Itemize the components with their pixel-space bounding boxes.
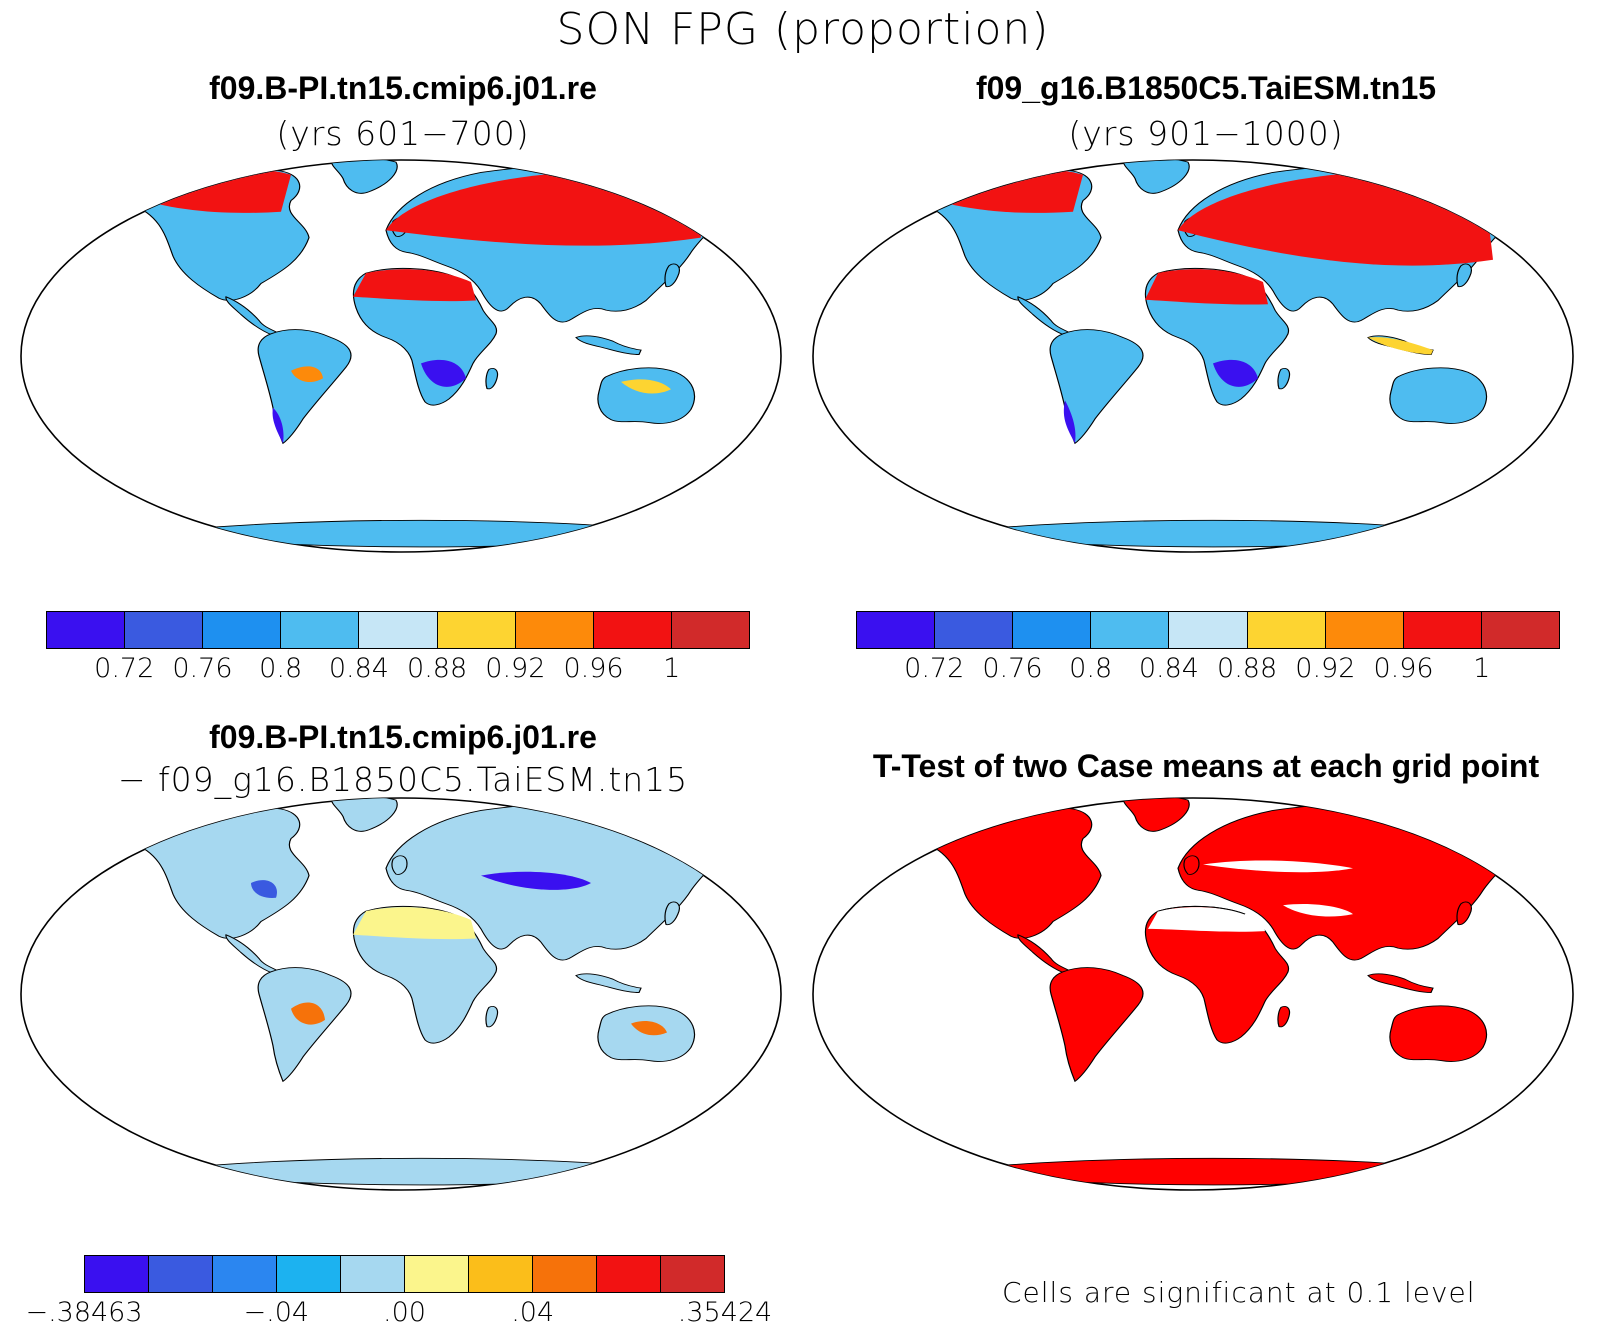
panel-title-bottom-right: T-Test of two Case means at each grid po…: [872, 748, 1540, 784]
colorbar-tick-label: 0.84: [1138, 653, 1199, 684]
colorbar-swatch: [1091, 612, 1170, 648]
colorbar-bottom-left-labels: −.38463 −.04 .00 .04 .35424: [25, 1297, 772, 1328]
colorbar-top-left: [46, 611, 750, 649]
colorbar-top-left-labels: 0.72 0.76 0.8 0.84 0.88 0.92 0.96 1: [46, 653, 750, 687]
colorbar-tick-label: .35424: [677, 1297, 773, 1328]
colorbar-swatch: [125, 612, 204, 648]
colorbar-swatch: [47, 612, 126, 648]
figure-title: SON FPG (proportion): [556, 4, 1050, 55]
colorbar-tick-label: 0.8: [259, 653, 303, 684]
panel-title-top-right: f09_g16.B1850C5.TaiESM.tn15: [975, 70, 1437, 106]
colorbar-swatch: [149, 1256, 213, 1292]
colorbar-swatch: [593, 612, 672, 648]
colorbar-tick-label: −.38463: [25, 1297, 143, 1328]
panel-subtitle-top-right: (yrs 901−1000): [1068, 114, 1344, 153]
colorbar-tick-label: 0.72: [94, 653, 155, 684]
colorbar-swatch: [203, 612, 282, 648]
colorbar-tick-label: 0.92: [485, 653, 546, 684]
colorbar-swatch: [437, 612, 516, 648]
panel-title-bottom-left: f09.B-PI.tn15.cmip6.j01.re: [209, 719, 597, 755]
colorbar-swatch: [671, 612, 749, 648]
colorbar-tick-label: .04: [511, 1297, 555, 1328]
colorbar-tick-label: 0.92: [1295, 653, 1356, 684]
colorbar-swatch: [469, 1256, 533, 1292]
colorbar-tick-label: 0.88: [407, 653, 468, 684]
colorbar-tick-label: 0.72: [904, 653, 965, 684]
colorbar-swatch: [597, 1256, 661, 1292]
colorbar-swatch: [277, 1256, 341, 1292]
colorbar-swatch: [1481, 612, 1559, 648]
colorbar-swatch: [1403, 612, 1482, 648]
panel-subtitle-bottom-left: − f09_g16.B1850C5.TaiESM.tn15: [117, 760, 689, 799]
map-bottom-left: [20, 797, 782, 1191]
colorbar-swatch: [281, 612, 360, 648]
colorbar-swatch: [1325, 612, 1404, 648]
colorbar-swatch: [1247, 612, 1326, 648]
colorbar-swatch: [213, 1256, 277, 1292]
colorbar-swatch: [533, 1256, 597, 1292]
colorbar-swatch: [1169, 612, 1248, 648]
colorbar-tick-label: 0.96: [1373, 653, 1434, 684]
colorbar-tick-label: 0.76: [982, 653, 1043, 684]
colorbar-top-right: [856, 611, 1560, 649]
colorbar-swatch: [935, 612, 1014, 648]
significance-note: Cells are significant at 0.1 level: [1002, 1276, 1476, 1309]
colorbar-bottom-left: [84, 1255, 725, 1293]
colorbar-tick-label: 0.8: [1069, 653, 1113, 684]
colorbar-swatch: [85, 1256, 149, 1292]
colorbar-swatch: [661, 1256, 724, 1292]
map-top-right: [812, 159, 1574, 553]
colorbar-swatch: [359, 612, 438, 648]
colorbar-top-right-labels: 0.72 0.76 0.8 0.84 0.88 0.92 0.96 1: [856, 653, 1560, 687]
colorbar-swatch: [405, 1256, 469, 1292]
colorbar-tick-label: 0.76: [172, 653, 233, 684]
colorbar-tick-label: 1: [1473, 653, 1491, 684]
colorbar-tick-label: .00: [383, 1297, 426, 1328]
map-bottom-right: [812, 797, 1574, 1191]
colorbar-tick-label: 1: [663, 653, 681, 684]
colorbar-swatch: [857, 612, 936, 648]
panel-subtitle-top-left: (yrs 601−700): [276, 114, 530, 153]
colorbar-tick-label: −.04: [243, 1297, 310, 1328]
colorbar-swatch: [515, 612, 594, 648]
colorbar-tick-label: 0.84: [328, 653, 389, 684]
panel-title-top-left: f09.B-PI.tn15.cmip6.j01.re: [209, 70, 597, 106]
map-top-left: [20, 159, 782, 553]
colorbar-tick-label: 0.88: [1217, 653, 1278, 684]
colorbar-tick-label: 0.96: [563, 653, 624, 684]
colorbar-swatch: [1013, 612, 1092, 648]
colorbar-swatch: [341, 1256, 405, 1292]
